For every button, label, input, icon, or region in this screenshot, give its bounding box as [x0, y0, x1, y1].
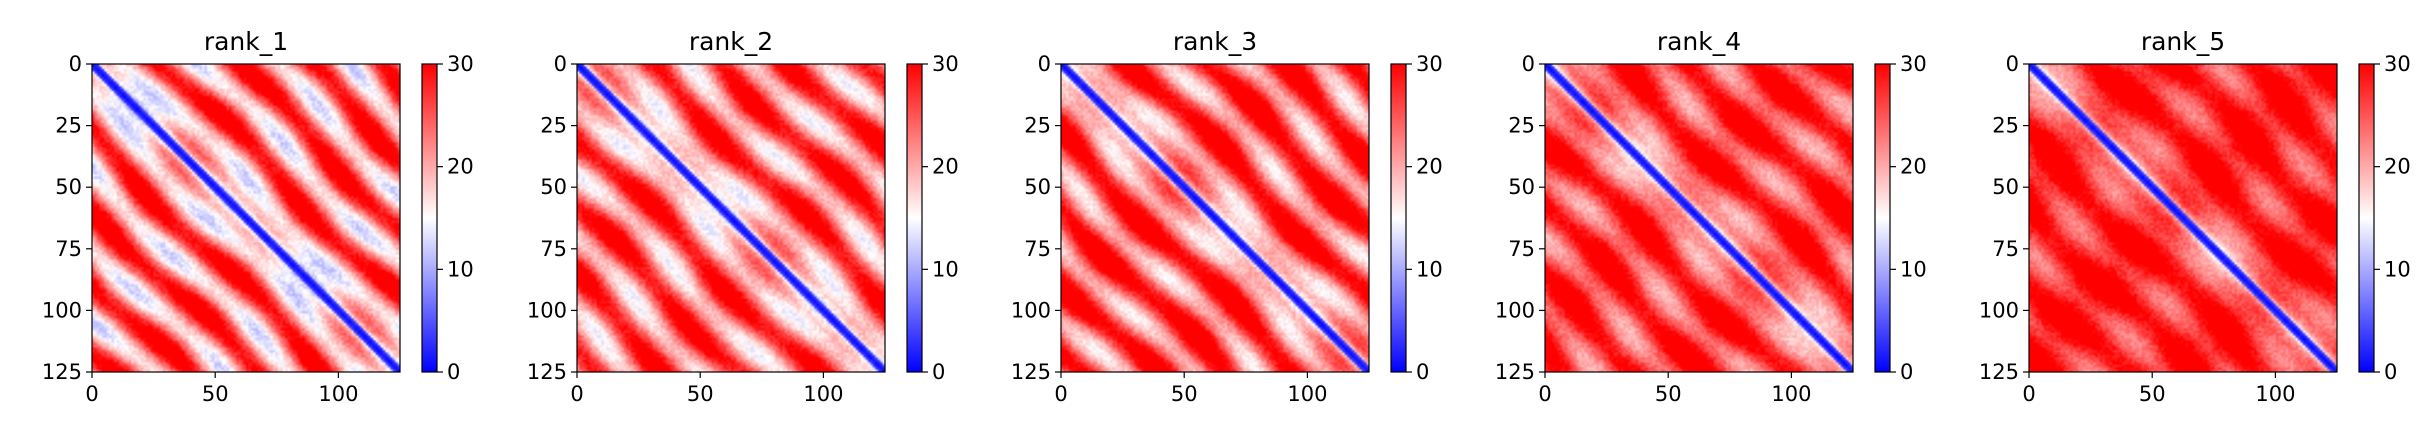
y-tick-label: 125: [1495, 360, 1535, 384]
x-tick-label: 100: [1771, 382, 1811, 406]
colorbar-tick-label: 0: [1900, 360, 1913, 384]
y-tick-label: 25: [540, 114, 567, 138]
y-tick-label: 100: [42, 298, 82, 322]
heatmap-image: [1545, 64, 1853, 372]
panel-title: rank_1: [204, 27, 288, 56]
panel-title: rank_4: [1657, 27, 1741, 56]
colorbar-tick-label: 30: [2384, 52, 2411, 76]
y-tick-label: 75: [1508, 237, 1535, 261]
panel-title: rank_2: [689, 27, 773, 56]
colorbar-tick-label: 10: [932, 257, 959, 281]
x-tick-label: 0: [1538, 382, 1551, 406]
y-tick-label: 125: [1011, 360, 1051, 384]
y-tick-label: 100: [1011, 298, 1051, 322]
colorbar-tick-label: 10: [2384, 257, 2411, 281]
x-tick-label: 0: [1054, 382, 1067, 406]
y-tick-label: 75: [55, 237, 82, 261]
panel-title: rank_3: [1173, 27, 1257, 56]
y-tick-label: 0: [1522, 52, 1535, 76]
y-tick-label: 125: [42, 360, 82, 384]
y-tick-label: 75: [540, 237, 567, 261]
x-tick-label: 0: [570, 382, 583, 406]
y-tick-label: 100: [1495, 298, 1535, 322]
y-tick-label: 0: [1038, 52, 1051, 76]
y-tick-label: 25: [55, 114, 82, 138]
colorbar-tick-label: 0: [447, 360, 460, 384]
x-tick-label: 100: [1287, 382, 1327, 406]
colorbar-tick-label: 20: [932, 155, 959, 179]
x-tick-label: 50: [1171, 382, 1198, 406]
plot-frame: [91, 63, 401, 373]
colorbar-tick-label: 30: [1416, 52, 1443, 76]
colorbar-tick-label: 20: [1900, 155, 1927, 179]
colorbar: [1874, 63, 1891, 373]
x-tick-label: 100: [318, 382, 358, 406]
colorbar-tick-label: 20: [2384, 155, 2411, 179]
y-tick-label: 125: [1979, 360, 2019, 384]
colorbar: [2358, 63, 2375, 373]
colorbar-tick-label: 0: [1416, 360, 1429, 384]
colorbar: [421, 63, 438, 373]
colorbar-tick-label: 20: [447, 155, 474, 179]
colorbar-tick-label: 10: [447, 257, 474, 281]
y-tick-label: 50: [1992, 175, 2019, 199]
y-tick-label: 125: [527, 360, 567, 384]
heatmap-image: [1061, 64, 1369, 372]
y-tick-label: 100: [527, 298, 567, 322]
y-tick-label: 25: [1992, 114, 2019, 138]
x-tick-label: 100: [803, 382, 843, 406]
colorbar-tick-label: 30: [1900, 52, 1927, 76]
colorbar-tick-label: 30: [932, 52, 959, 76]
y-tick-label: 25: [1024, 114, 1051, 138]
y-tick-label: 50: [1024, 175, 1051, 199]
colorbar-tick-label: 0: [2384, 360, 2397, 384]
heatmap-image: [92, 64, 400, 372]
colorbar-tick-label: 0: [932, 360, 945, 384]
colorbar-tick-label: 20: [1416, 155, 1443, 179]
plot-frame: [2028, 63, 2338, 373]
y-tick-label: 50: [55, 175, 82, 199]
y-tick-label: 0: [69, 52, 82, 76]
colorbar-tick-label: 30: [447, 52, 474, 76]
x-tick-label: 50: [202, 382, 229, 406]
x-tick-label: 0: [2022, 382, 2035, 406]
y-tick-label: 50: [540, 175, 567, 199]
colorbar-tick-label: 10: [1900, 257, 1927, 281]
colorbar: [906, 63, 923, 373]
y-tick-label: 0: [2006, 52, 2019, 76]
y-tick-label: 75: [1024, 237, 1051, 261]
colorbar: [1390, 63, 1407, 373]
colorbar-tick-label: 10: [1416, 257, 1443, 281]
panel-title: rank_5: [2141, 27, 2225, 56]
heatmap-image: [577, 64, 885, 372]
x-tick-label: 50: [1655, 382, 1682, 406]
plot-frame: [1544, 63, 1854, 373]
y-tick-label: 25: [1508, 114, 1535, 138]
x-tick-label: 100: [2255, 382, 2295, 406]
x-tick-label: 0: [85, 382, 98, 406]
y-tick-label: 0: [554, 52, 567, 76]
x-tick-label: 50: [687, 382, 714, 406]
y-tick-label: 75: [1992, 237, 2019, 261]
heatmap-image: [2029, 64, 2337, 372]
plot-frame: [576, 63, 886, 373]
plot-frame: [1060, 63, 1370, 373]
y-tick-label: 50: [1508, 175, 1535, 199]
x-tick-label: 50: [2139, 382, 2166, 406]
y-tick-label: 100: [1979, 298, 2019, 322]
